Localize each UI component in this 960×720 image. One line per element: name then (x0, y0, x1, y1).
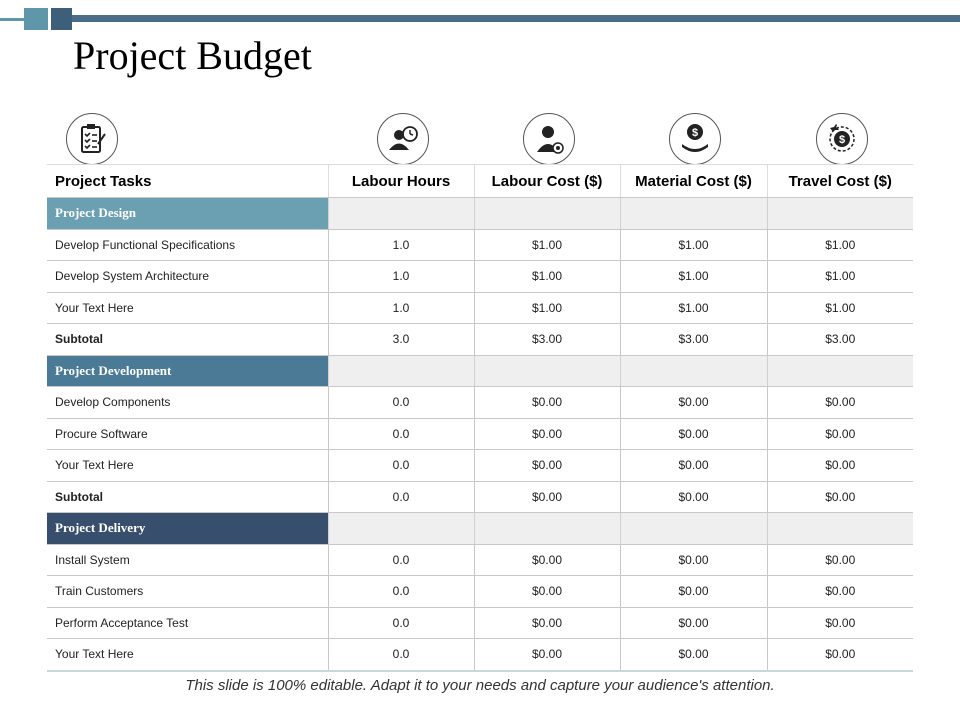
labour-cost: $3.00 (474, 323, 621, 356)
labour-cost: $0.00 (474, 544, 621, 576)
header-project-tasks: Project Tasks (47, 164, 328, 198)
section-label: Project Design (47, 197, 328, 230)
travel-cost: $0.00 (767, 481, 913, 513)
labour-hours: 0.0 (328, 638, 475, 672)
task-name: Develop System Architecture (47, 260, 329, 293)
person-clock-icon (377, 113, 429, 165)
travel-cost: $0.00 (767, 575, 913, 608)
material-cost: $0.00 (620, 418, 768, 450)
labour-cost: $0.00 (474, 449, 621, 482)
task-name: Perform Acceptance Test (47, 607, 329, 639)
material-cost: $1.00 (620, 292, 768, 324)
slide-footer-note: This slide is 100% editable. Adapt it to… (185, 677, 775, 694)
table-header-row: Project Tasks Labour Hours Labour Cost (… (47, 164, 913, 198)
header-labour-hours: Labour Hours (327, 164, 474, 198)
hand-dollar-icon: $ (669, 113, 721, 165)
travel-cost: $0.00 (767, 544, 913, 576)
section-label: Project Development (47, 355, 328, 387)
labour-cost: $0.00 (474, 607, 621, 639)
labour-cost: $0.00 (474, 386, 621, 419)
labour-hours: 0.0 (328, 481, 475, 513)
task-name: Train Customers (47, 575, 329, 608)
top-accent-bar (0, 8, 960, 30)
material-cost: $0.00 (620, 607, 768, 639)
labour-hours: 3.0 (328, 323, 475, 356)
task-name: Procure Software (47, 418, 329, 450)
travel-cost: $1.00 (767, 229, 913, 261)
section-label: Project Delivery (47, 512, 328, 545)
task-name: Your Text Here (47, 638, 329, 672)
labour-hours: 0.0 (328, 575, 475, 608)
section-header-project-design: Project Design (47, 197, 913, 230)
labour-cost: $0.00 (474, 638, 621, 672)
table-row: Your Text Here 1.0 $1.00 $1.00 $1.00 (47, 292, 913, 324)
table-row: Develop Functional Specifications 1.0 $1… (47, 229, 913, 261)
labour-cost: $1.00 (474, 229, 621, 261)
material-cost: $0.00 (620, 481, 768, 513)
header-travel-cost: Travel Cost ($) (766, 164, 913, 198)
labour-hours: 1.0 (328, 229, 475, 261)
travel-cost: $0.00 (767, 638, 913, 672)
accent-line (72, 15, 960, 22)
labour-hours: 0.0 (328, 544, 475, 576)
subtotal-label: Subtotal (47, 481, 329, 513)
table-row: Install System 0.0 $0.00 $0.00 $0.00 (47, 544, 913, 576)
task-name: Your Text Here (47, 449, 329, 482)
material-cost: $0.00 (620, 638, 768, 672)
accent-square-light (24, 8, 48, 30)
labour-cost: $0.00 (474, 481, 621, 513)
task-name: Your Text Here (47, 292, 329, 324)
section-header-project-development: Project Development (47, 355, 913, 387)
labour-hours: 0.0 (328, 418, 475, 450)
labour-hours: 1.0 (328, 260, 475, 293)
travel-cost: $0.00 (767, 418, 913, 450)
labour-hours: 0.0 (328, 386, 475, 419)
section-header-project-delivery: Project Delivery (47, 512, 913, 545)
labour-cost: $0.00 (474, 418, 621, 450)
material-cost: $0.00 (620, 575, 768, 608)
travel-cost: $3.00 (767, 323, 913, 356)
subtotal-row: Subtotal 0.0 $0.00 $0.00 $0.00 (47, 481, 913, 513)
material-cost: $3.00 (620, 323, 768, 356)
accent-segment (0, 18, 24, 21)
plane-dollar-icon: $ (816, 113, 868, 165)
material-cost: $0.00 (620, 449, 768, 482)
task-name: Develop Functional Specifications (47, 229, 329, 261)
travel-cost: $1.00 (767, 260, 913, 293)
table-row: Train Customers 0.0 $0.00 $0.00 $0.00 (47, 575, 913, 608)
travel-cost: $1.00 (767, 292, 913, 324)
subtotal-label: Subtotal (47, 323, 329, 356)
travel-cost: $0.00 (767, 607, 913, 639)
labour-cost: $0.00 (474, 575, 621, 608)
table-row: Your Text Here 0.0 $0.00 $0.00 $0.00 (47, 449, 913, 482)
labour-hours: 0.0 (328, 607, 475, 639)
travel-cost: $0.00 (767, 386, 913, 419)
header-material-cost: Material Cost ($) (619, 164, 767, 198)
task-name: Develop Components (47, 386, 329, 419)
accent-square-dark (51, 8, 72, 30)
table-row: Perform Acceptance Test 0.0 $0.00 $0.00 … (47, 607, 913, 639)
svg-text:$: $ (692, 127, 698, 139)
clipboard-checklist-icon (66, 113, 118, 165)
table-row: Develop Components 0.0 $0.00 $0.00 $0.00 (47, 386, 913, 419)
svg-text:$: $ (839, 134, 845, 146)
task-name: Install System (47, 544, 329, 576)
table-row: Procure Software 0.0 $0.00 $0.00 $0.00 (47, 418, 913, 450)
labour-hours: 1.0 (328, 292, 475, 324)
budget-table: Project Tasks Labour Hours Labour Cost (… (47, 164, 913, 672)
material-cost: $0.00 (620, 544, 768, 576)
material-cost: $0.00 (620, 386, 768, 419)
labour-hours: 0.0 (328, 449, 475, 482)
table-row: Develop System Architecture 1.0 $1.00 $1… (47, 260, 913, 293)
person-coin-icon (523, 113, 575, 165)
material-cost: $1.00 (620, 260, 768, 293)
header-labour-cost: Labour Cost ($) (473, 164, 620, 198)
slide-title: Project Budget (73, 33, 312, 78)
labour-cost: $1.00 (474, 260, 621, 293)
table-row: Your Text Here 0.0 $0.00 $0.00 $0.00 (47, 638, 913, 672)
material-cost: $1.00 (620, 229, 768, 261)
subtotal-row: Subtotal 3.0 $3.00 $3.00 $3.00 (47, 323, 913, 356)
travel-cost: $0.00 (767, 449, 913, 482)
labour-cost: $1.00 (474, 292, 621, 324)
